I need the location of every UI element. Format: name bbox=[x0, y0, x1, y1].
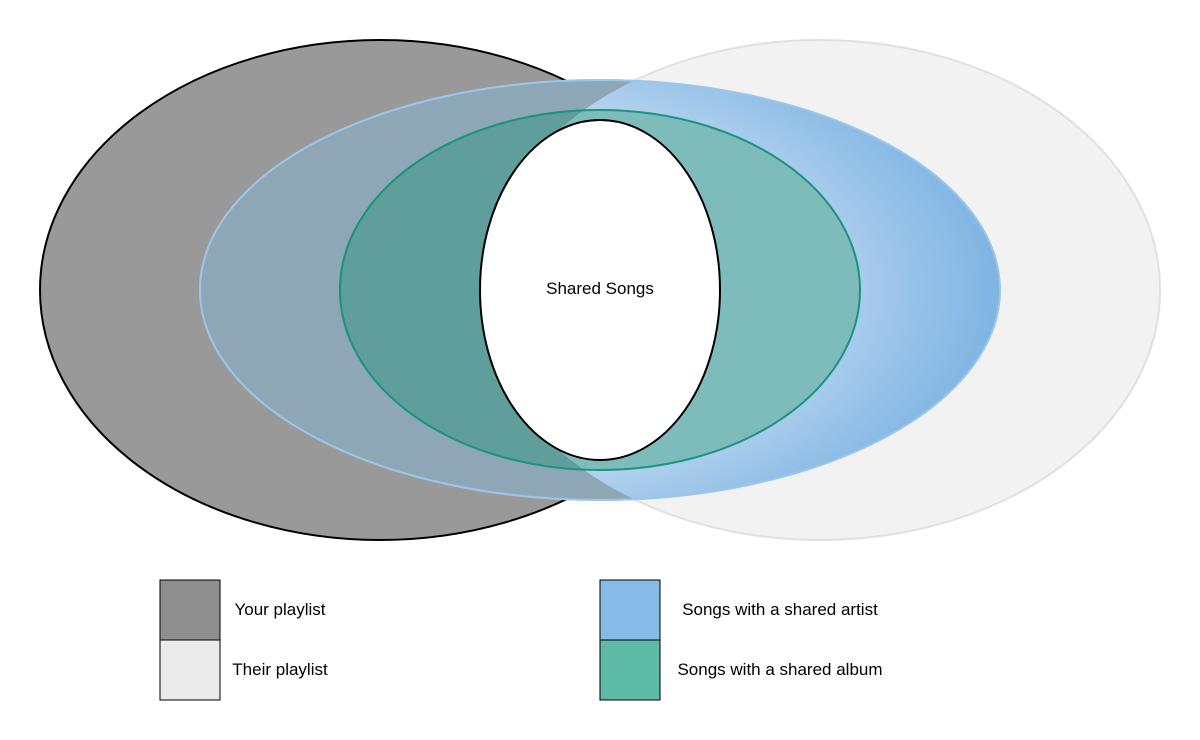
legend-swatch-shared-album bbox=[599, 639, 661, 701]
legend-swatch-their-playlist bbox=[159, 639, 221, 701]
legend-swatch-your-playlist bbox=[159, 579, 221, 641]
legend-label-their-playlist: Their playlist bbox=[232, 660, 328, 679]
shared-songs-ellipse bbox=[479, 119, 721, 461]
legend-swatch-shared-artist bbox=[599, 579, 661, 641]
legend-label-shared-album: Songs with a shared album bbox=[677, 660, 882, 679]
shared-songs-label: Shared Songs bbox=[546, 279, 654, 298]
legend-label-shared-artist: Songs with a shared artist bbox=[682, 600, 878, 619]
legend: Your playlist Their playlist Songs with … bbox=[159, 579, 883, 701]
legend-label-your-playlist: Your playlist bbox=[234, 600, 325, 619]
